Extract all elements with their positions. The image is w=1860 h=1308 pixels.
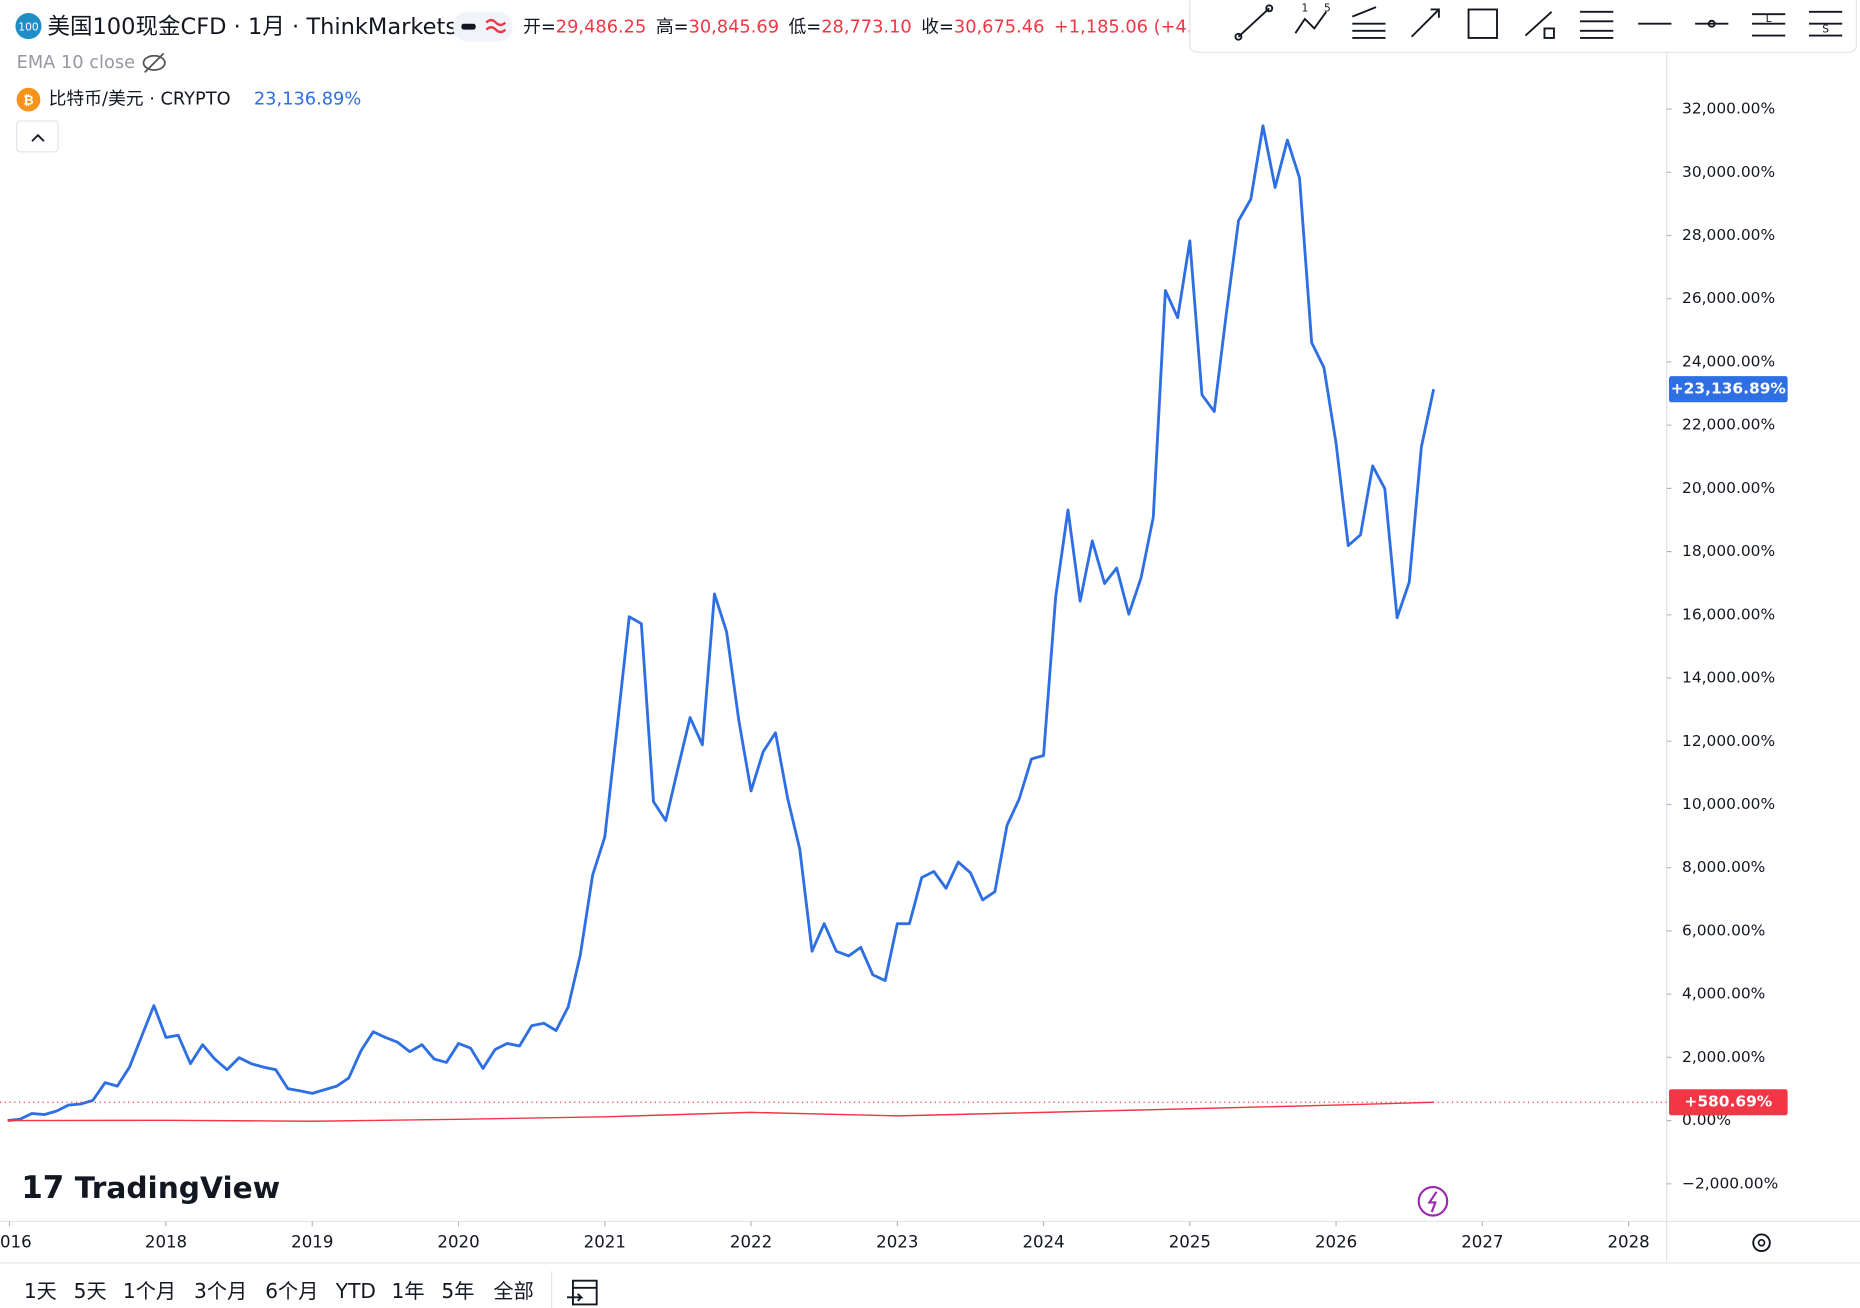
series-line (7, 1101, 1434, 1122)
toolbar-label: 5 (1324, 1, 1331, 14)
y-tick-label: 8,000.00% (1682, 858, 1765, 876)
bitcoin-icon (16, 87, 41, 112)
plot (0, 124, 1667, 1123)
brand-name: TradingView (75, 1170, 280, 1205)
toolbar-label: S (1822, 23, 1829, 36)
range-button[interactable]: 5年 (441, 1279, 474, 1303)
symbol-badge (15, 13, 42, 40)
legend-series-name: 比特币/美元 · CRYPTO (49, 89, 231, 110)
ohlc-value: 30,845.69 (689, 16, 780, 37)
toolbar-label: 1 (1301, 1, 1308, 14)
y-tick-label: 30,000.00% (1682, 163, 1775, 181)
range-button[interactable]: 3个月 (194, 1279, 247, 1303)
x-tick-label: 2021 (584, 1232, 626, 1251)
y-tick-label: 2,000.00% (1682, 1048, 1765, 1066)
y-tick-label: 12,000.00% (1682, 732, 1775, 750)
y-tick-label: 6,000.00% (1682, 921, 1765, 939)
y-tick-label: 24,000.00% (1682, 352, 1775, 370)
x-tick-label: 2027 (1461, 1232, 1503, 1251)
ohlc-row: 开=29,486.25 高=30,845.69 低=28,773.10 收=30,67… (523, 16, 1239, 37)
status-icon (461, 23, 476, 30)
x-tick-label: 2026 (1315, 1232, 1357, 1251)
y-tick-label: 18,000.00% (1682, 542, 1775, 560)
y-tick-label: 28,000.00% (1682, 226, 1775, 244)
range-button[interactable]: YTD (335, 1279, 376, 1303)
date-range-icon[interactable] (567, 1279, 598, 1306)
price-tag (1669, 1089, 1788, 1116)
y-tick-label: 0.00% (1682, 1111, 1731, 1129)
ohlc-label: 收= (921, 16, 954, 37)
x-tick-label: 2019 (291, 1232, 333, 1251)
toolbar-label: L (1766, 12, 1772, 25)
x-tick-label: 2018 (145, 1232, 187, 1251)
x-tick-label: 2025 (1169, 1232, 1211, 1251)
x-tick-label: 2023 (876, 1232, 918, 1251)
hide-icon (142, 52, 166, 73)
y-tick-label: 10,000.00% (1682, 795, 1775, 813)
x-tick-label: 2028 (1607, 1232, 1649, 1251)
bitcoin-glyph: ₿ (23, 93, 34, 108)
y-tick-label: 20,000.00% (1682, 479, 1775, 497)
brand-mark: 𝟭𝟳 (21, 1170, 64, 1206)
settings-icon[interactable] (1752, 1233, 1771, 1253)
x-tick-label: 2024 (1022, 1232, 1064, 1251)
drawing-toolbar (1189, 0, 1858, 53)
price-tag-label: +580.69% (1684, 1093, 1772, 1111)
y-tick-label: −2,000.00% (1682, 1174, 1778, 1192)
price-tag-label: +23,136.89% (1671, 380, 1786, 398)
toolbar-icons[interactable] (1234, 4, 1843, 41)
status-pill (453, 11, 513, 42)
y-tick-label: 14,000.00% (1682, 669, 1775, 687)
range-bar: 1天 5天 1个月 3个月 6个月 YTD 1年 5年 全部 (24, 1279, 534, 1303)
range-button[interactable]: 1个月 (123, 1279, 176, 1303)
y-tick-label: 22,000.00% (1682, 416, 1775, 434)
x-tick-label: 2022 (730, 1232, 772, 1251)
ohlc-label: 高= (656, 16, 689, 37)
events-glyph (1427, 1191, 1438, 1213)
x-tick-label: 016 (0, 1232, 32, 1251)
y-tick-label: 26,000.00% (1682, 289, 1775, 307)
price-tag (1669, 376, 1788, 403)
settings-icon (1757, 1238, 1766, 1247)
ohlc-value: 29,486.25 (556, 16, 647, 37)
ohlc-value: 30,675.46 (954, 16, 1045, 37)
y-tick-label: 4,000.00% (1682, 985, 1765, 1003)
badge-text: 100 (18, 20, 39, 33)
y-tick-label: 16,000.00% (1682, 605, 1775, 623)
series-line (7, 124, 1436, 1123)
legend-series-value: 23,136.89% (254, 89, 361, 110)
ohlc-label: 开= (523, 16, 556, 37)
indicator-label: EMA 10 close (17, 52, 136, 73)
events-icon[interactable] (1417, 1185, 1449, 1217)
symbol-title: 美国100现金CFD · 1月 · ThinkMarkets (47, 14, 457, 40)
range-button[interactable]: 1天 (24, 1279, 57, 1303)
range-button[interactable]: 全部 (493, 1279, 533, 1303)
x-tick-label: 2020 (437, 1232, 479, 1251)
chevron-icon (31, 133, 45, 142)
range-button[interactable]: 6个月 (265, 1279, 318, 1303)
ohlc-value: 28,773.10 (821, 16, 912, 37)
ohlc-label: 低= (789, 16, 822, 37)
status-icon (485, 18, 507, 34)
y-tick-label: 32,000.00% (1682, 100, 1775, 118)
range-button[interactable]: 5天 (74, 1279, 107, 1303)
range-button[interactable]: 1年 (392, 1279, 425, 1303)
